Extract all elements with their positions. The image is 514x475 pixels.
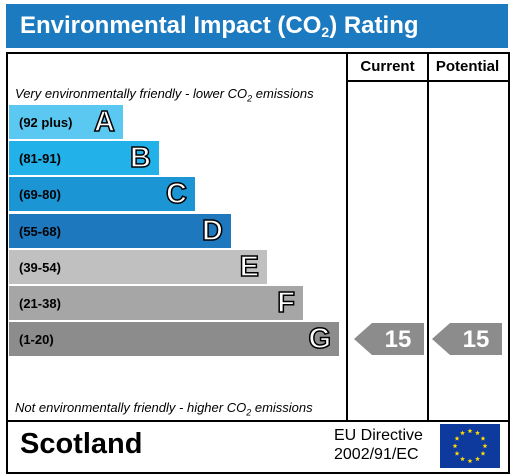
- potential-rating-value: 15: [462, 326, 490, 353]
- eu-flag-star: [452, 443, 458, 449]
- note-top-pre: Very environmentally friendly - lower CO: [15, 86, 248, 101]
- eu-flag-star: [454, 450, 460, 456]
- eu-directive-line2: 2002/91/EC: [334, 446, 419, 463]
- eu-flag-icon: [440, 424, 500, 468]
- band-letter-f: F: [277, 286, 296, 320]
- chart-title-sub: 2: [321, 24, 330, 40]
- band-letter-e: E: [239, 250, 260, 284]
- eu-flag-star: [480, 450, 486, 456]
- eu-directive-line1: EU Directive: [334, 427, 423, 444]
- eu-flag-star: [460, 456, 465, 462]
- divider-header: [346, 80, 508, 82]
- chart-frame: [6, 52, 510, 474]
- band-range-c: (69-80): [19, 187, 61, 202]
- band-range-f: (21-38): [19, 296, 61, 311]
- band-f: (21-38) F: [9, 286, 303, 320]
- note-bottom-sub: 2: [246, 407, 252, 418]
- band-letter-d: D: [201, 214, 223, 248]
- band-letter-a: A: [93, 105, 115, 139]
- band-range-b: (81-91): [19, 151, 61, 166]
- region-name: Scotland: [20, 428, 143, 460]
- band-c: (69-80) C: [9, 177, 195, 211]
- chart-title: Environmental Impact (CO2) Rating: [20, 12, 419, 40]
- band-range-a: (92 plus): [19, 115, 73, 130]
- band-letter-b: B: [129, 141, 151, 175]
- band-a: (92 plus) A: [9, 105, 123, 139]
- note-top-sub: 2: [247, 93, 253, 104]
- chart-title-post: ) Rating: [329, 12, 419, 39]
- band-letter-g: G: [308, 322, 332, 356]
- divider-footer: [6, 420, 508, 422]
- eu-flag-star: [460, 430, 465, 436]
- column-header-current: Current: [360, 58, 415, 75]
- chart-title-pre: Environmental Impact (CO: [20, 12, 322, 39]
- note-bottom-post: emissions: [251, 400, 313, 415]
- eu-flag-star: [475, 430, 480, 436]
- eu-flag-star: [475, 456, 480, 462]
- band-e: (39-54) E: [9, 250, 267, 284]
- note-bottom-pre: Not environmentally friendly - higher CO: [15, 400, 247, 415]
- note-top: Very environmentally friendly - lower CO…: [15, 86, 314, 104]
- eu-directive: EU Directive 2002/91/EC: [334, 426, 423, 464]
- note-top-post: emissions: [252, 86, 314, 101]
- current-rating-value: 15: [384, 326, 412, 353]
- eu-flag-star: [467, 428, 473, 434]
- eu-flag-star: [482, 443, 488, 449]
- band-letter-c: C: [165, 177, 187, 211]
- divider-current-left: [346, 52, 348, 420]
- band-d: (55-68) D: [9, 214, 231, 248]
- band-range-d: (55-68): [19, 224, 61, 239]
- column-header-potential: Potential: [435, 58, 500, 75]
- band-b: (81-91) B: [9, 141, 159, 175]
- chart-title-bar: Environmental Impact (CO2) Rating: [6, 4, 508, 48]
- band-range-g: (1-20): [19, 332, 54, 347]
- band-range-e: (39-54): [19, 260, 61, 275]
- eu-flag-star: [454, 435, 460, 441]
- eu-flag-star: [467, 458, 473, 464]
- band-g: (1-20) G: [9, 322, 339, 356]
- divider-potential-left: [427, 52, 429, 420]
- eu-flag-star: [480, 435, 486, 441]
- note-bottom: Not environmentally friendly - higher CO…: [15, 400, 313, 418]
